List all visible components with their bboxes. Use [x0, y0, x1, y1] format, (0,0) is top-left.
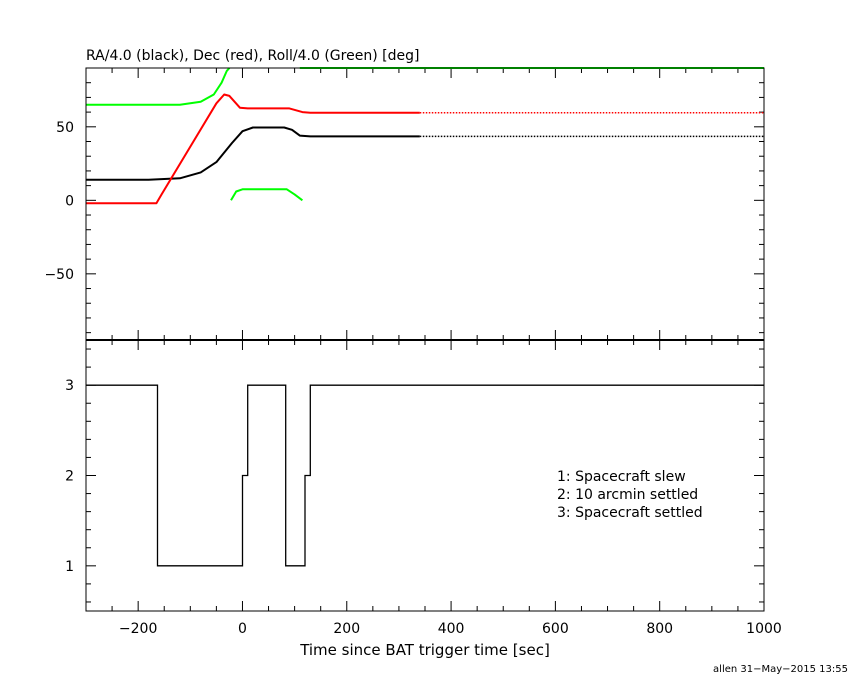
x-tick-label: 800 — [646, 621, 673, 637]
top-y-tick-labels: −50 0 50 — [44, 120, 74, 283]
top-series — [86, 67, 764, 205]
bottom-y-tick-label: 3 — [65, 378, 74, 394]
top-ticks — [85, 67, 765, 340]
bottom-y-tick-label: 1 — [65, 559, 74, 575]
bottom-step-line-0 — [86, 384, 764, 567]
top-panel-frame — [85, 67, 765, 341]
bottom-series — [86, 384, 764, 567]
bottom-ticks — [85, 340, 765, 611]
bottom-panel: 1 2 3 −200 0 200 400 600 800 1000 1: Spacecraft … — [65, 339, 782, 637]
legend-entry: 2: 10 arcmin settled — [557, 487, 698, 503]
x-tick-label: −200 — [119, 621, 157, 637]
x-tick-label: 200 — [333, 621, 360, 637]
x-tick-labels: −200 0 200 400 600 800 1000 — [119, 621, 782, 637]
top-series-line-1 — [86, 93, 420, 205]
top-series-line-4 — [230, 188, 304, 202]
top-series-line-0 — [86, 126, 420, 181]
top-y-tick-label: 50 — [56, 120, 74, 136]
x-axis-label: Time since BAT trigger time [sec] — [299, 641, 550, 659]
top-panel: −50 0 50 — [44, 67, 765, 341]
top-series-line-2 — [86, 67, 231, 106]
top-y-tick-label: −50 — [44, 267, 74, 283]
bottom-y-tick-labels: 1 2 3 — [65, 378, 74, 575]
bottom-y-tick-label: 2 — [65, 469, 74, 485]
x-tick-label: 400 — [438, 621, 465, 637]
x-tick-label: 600 — [542, 621, 569, 637]
x-tick-label: 1000 — [746, 621, 782, 637]
footer-timestamp: allen 31−May−2015 13:55 — [713, 664, 848, 675]
legend: 1: Spacecraft slew 2: 10 arcmin settled 3:… — [557, 469, 703, 521]
top-y-tick-label: 0 — [65, 193, 74, 209]
top-panel-title: RA/4.0 (black), Dec (red), Roll/4.0 (Gre… — [86, 48, 419, 64]
legend-entry: 3: Spacecraft settled — [557, 505, 703, 521]
legend-entry: 1: Spacecraft slew — [557, 469, 686, 485]
x-tick-label: 0 — [238, 621, 247, 637]
